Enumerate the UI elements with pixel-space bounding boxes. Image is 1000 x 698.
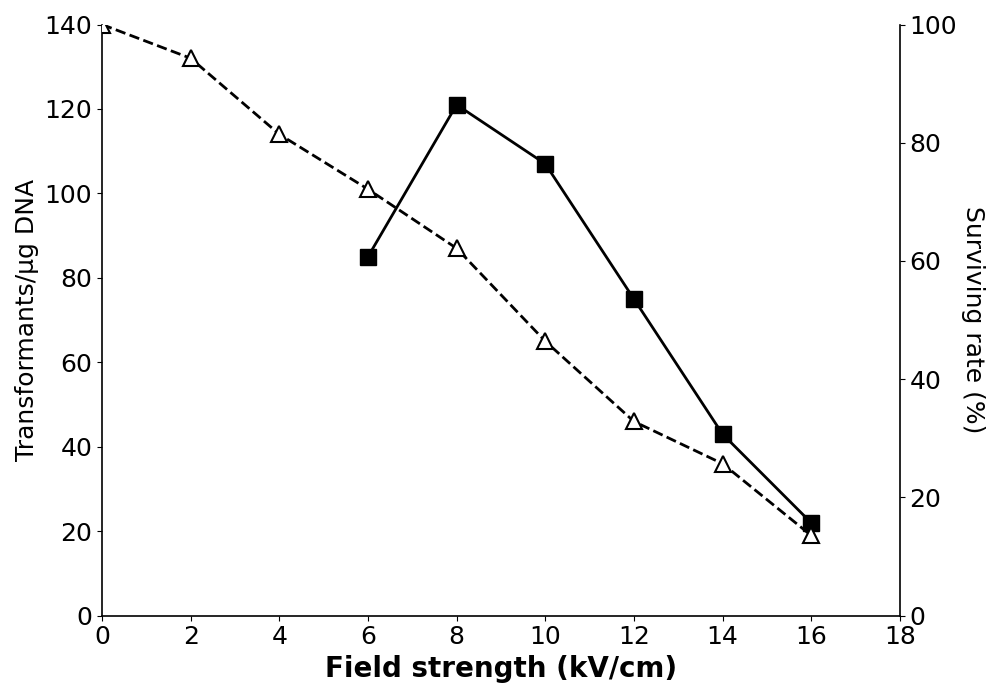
Y-axis label: Surviving rate (%): Surviving rate (%) [961, 207, 985, 433]
Y-axis label: Transformants/μg DNA: Transformants/μg DNA [15, 179, 39, 461]
X-axis label: Field strength (kV/cm): Field strength (kV/cm) [325, 655, 677, 683]
